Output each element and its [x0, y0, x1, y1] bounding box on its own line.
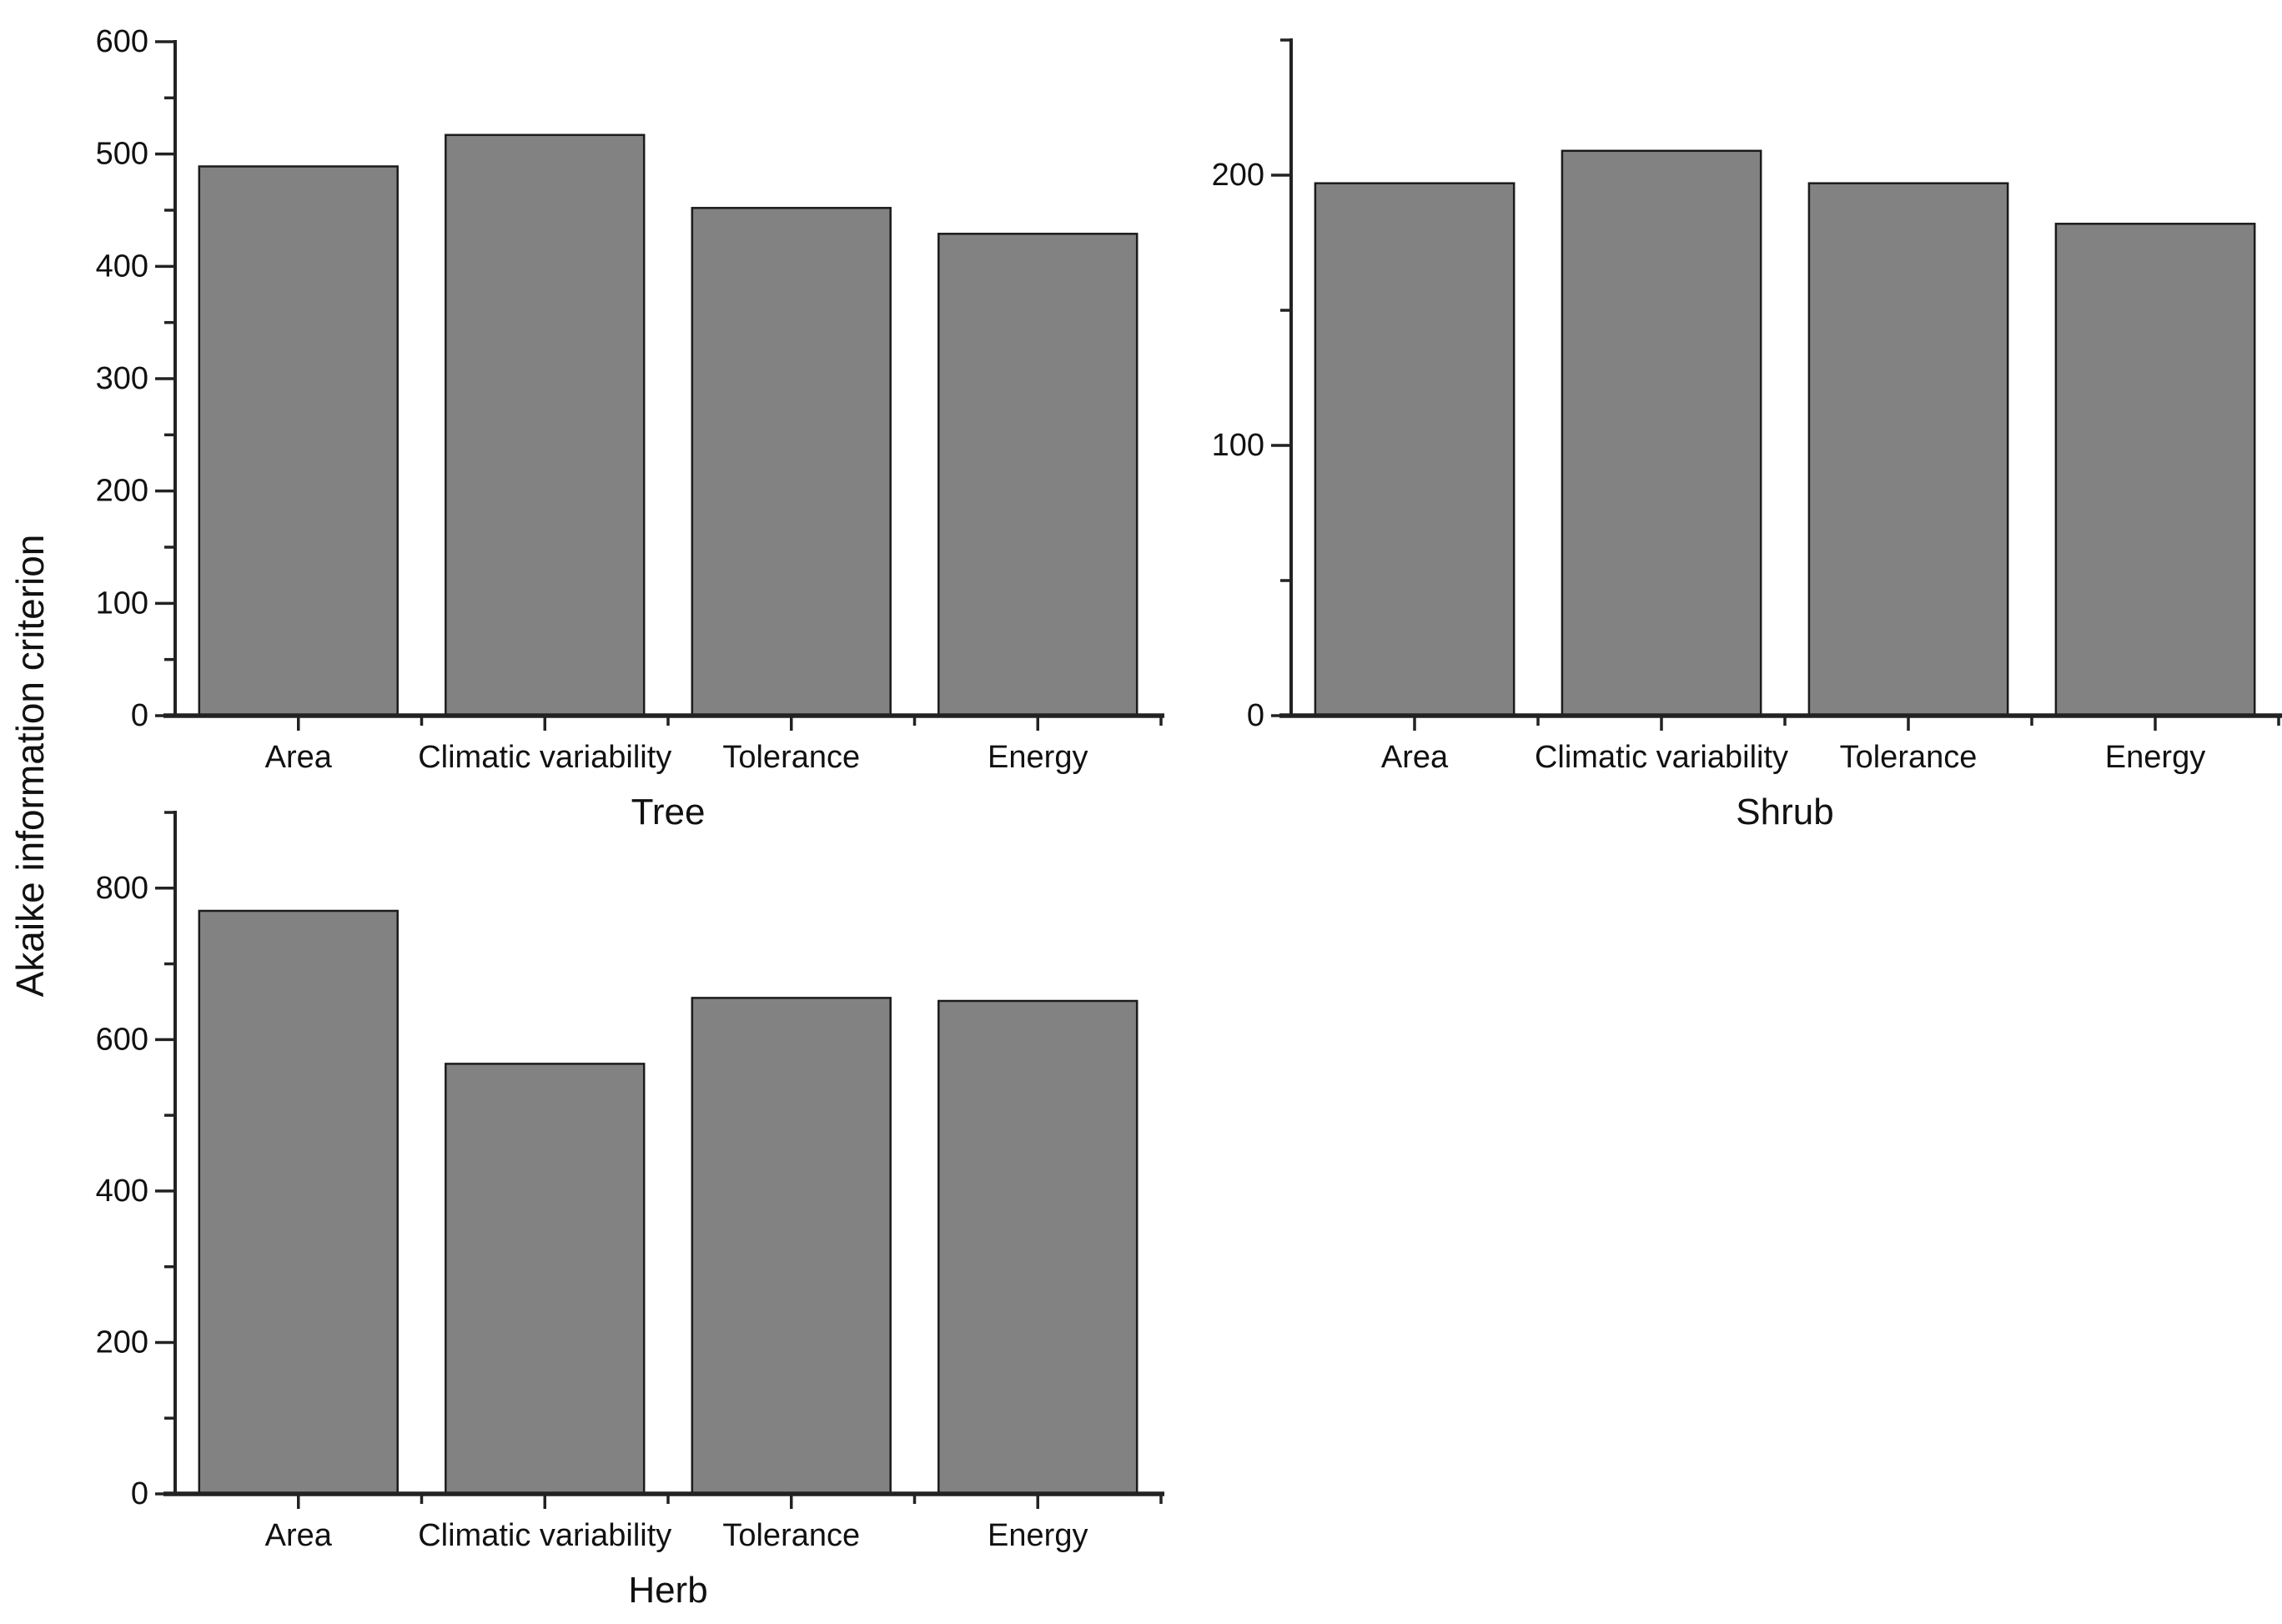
y-tick-label: 300 — [96, 361, 148, 396]
y-tick-label: 0 — [1247, 698, 1264, 733]
chart-shrub: 0 100 200 Area Climatic variability Tolerance… — [1212, 38, 2282, 832]
bar-shrub-area — [1314, 182, 1515, 717]
x-category-label: Area — [265, 1518, 333, 1553]
x-category-label: Climatic variability — [418, 1518, 671, 1553]
bar-tree-tolerance — [691, 207, 892, 717]
x-category-label: Climatic variability — [1535, 740, 1788, 775]
x-category-label: Tolerance — [722, 1518, 860, 1553]
y-tick-label: 0 — [131, 1476, 148, 1511]
y-tick-label: 400 — [96, 249, 148, 284]
x-category-label: Tolerance — [1840, 740, 1978, 775]
x-category-label: Area — [1381, 740, 1449, 775]
bar-herb-energy — [937, 999, 1138, 1496]
y-tick-label: 200 — [96, 474, 148, 509]
y-tick-label: 200 — [1212, 158, 1264, 193]
y-tick-label: 600 — [96, 1022, 148, 1057]
y-tick-label: 400 — [96, 1174, 148, 1209]
y-tick-label: 100 — [96, 586, 148, 621]
x-category-label: Energy — [988, 1518, 1088, 1553]
bar-shrub-tolerance — [1807, 182, 2009, 717]
x-category-label: Energy — [2105, 740, 2205, 775]
y-axis-label: Akaike information criterion — [8, 535, 52, 998]
bar-tree-climatic-variability — [445, 133, 646, 717]
y-tick-label: 0 — [131, 698, 148, 733]
y-tick-label: 600 — [96, 24, 148, 59]
bar-tree-area — [198, 165, 399, 717]
x-category-label: Energy — [988, 740, 1088, 775]
bar-tree-energy — [937, 233, 1138, 717]
chart-title-tree: Tree — [631, 792, 706, 832]
bar-shrub-energy — [2054, 223, 2256, 717]
bar-herb-climatic-variability — [445, 1063, 646, 1496]
chart-herb: 0 200 400 600 800 Area Climatic variability Tol… — [96, 811, 1164, 1611]
y-tick-label: 500 — [96, 137, 148, 172]
y-tick-label: 100 — [1212, 428, 1264, 463]
y-tick-label: 800 — [96, 871, 148, 906]
chart-title-herb: Herb — [628, 1570, 707, 1611]
x-category-label: Climatic variability — [418, 740, 671, 775]
bar-herb-area — [198, 909, 399, 1496]
chart-tree: 0 100 200 300 400 500 600 Area Climatic variabil… — [96, 24, 1164, 832]
x-category-label: Area — [265, 740, 333, 775]
bar-herb-tolerance — [691, 997, 892, 1496]
bar-shrub-climatic-variability — [1561, 149, 1762, 717]
x-category-label: Tolerance — [722, 740, 860, 775]
y-tick-label: 200 — [96, 1325, 148, 1360]
chart-title-shrub: Shrub — [1736, 792, 1833, 832]
